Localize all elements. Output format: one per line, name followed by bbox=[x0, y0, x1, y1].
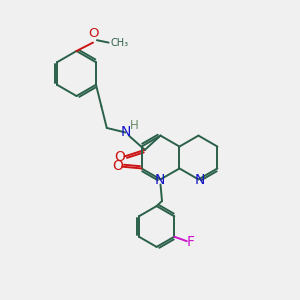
Text: N: N bbox=[121, 125, 131, 140]
Text: N: N bbox=[194, 173, 205, 187]
Text: N: N bbox=[154, 173, 165, 187]
Text: CH₃: CH₃ bbox=[111, 38, 129, 48]
Text: O: O bbox=[114, 150, 125, 164]
Text: H: H bbox=[129, 119, 138, 132]
Text: O: O bbox=[112, 159, 123, 173]
Text: O: O bbox=[88, 27, 98, 40]
Text: F: F bbox=[187, 235, 195, 249]
